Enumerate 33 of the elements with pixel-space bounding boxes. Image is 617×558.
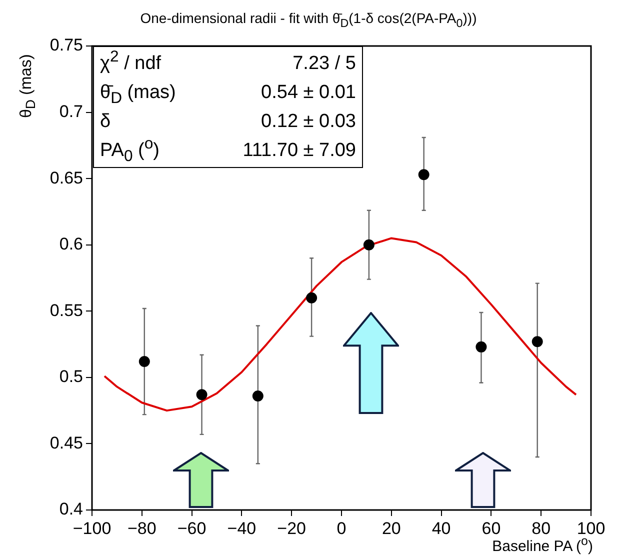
y-tick-label: 0.5 (59, 367, 83, 386)
x-tick-label: −80 (127, 518, 156, 538)
y-tick-label: 0.65 (50, 168, 83, 188)
annotation: PA$_{0}$ ($^{o}$) (100, 136, 160, 165)
x-tick-label: 0 (336, 518, 346, 538)
y-tick-label: 0.7 (59, 102, 83, 121)
point (138, 356, 150, 368)
x-tick-label: 20 (382, 518, 401, 538)
chart-title: One-dimensional radii - fit with θ̄$_{D}$(1-δ cos(2(PA-PA$_{0}$))) (139, 10, 478, 30)
annotation: 0.12 ± 0.03 (261, 110, 356, 134)
point (476, 341, 487, 352)
point (196, 389, 208, 400)
annotation: θ̄$_{D}$ (mas) (100, 81, 176, 107)
x-tick-label: −100 (72, 518, 112, 538)
point (532, 336, 543, 348)
point (252, 390, 264, 402)
annotation: δ (100, 110, 111, 134)
x-tick-label: −60 (177, 518, 206, 538)
x-tick-label: 40 (432, 518, 451, 538)
annotation: 0.54 ± 0.01 (261, 81, 356, 105)
y-tick-label: 0.75 (50, 36, 83, 55)
x-tick-label: −20 (277, 518, 306, 538)
annotation: χ$^{2}$ / ndf (100, 48, 162, 76)
point (418, 169, 430, 180)
y-tick-label: 0.55 (50, 300, 83, 320)
y-tick-label: 0.4 (59, 500, 83, 519)
point (363, 239, 374, 250)
point (306, 292, 318, 304)
y-tick-label: 0.45 (50, 433, 83, 452)
x-tick-label: −40 (227, 518, 256, 538)
annotation: 7.23 / 5 (292, 52, 356, 76)
annotation: 111.70 ± 7.09 (242, 139, 356, 163)
y-tick-label: 0.6 (59, 234, 83, 254)
